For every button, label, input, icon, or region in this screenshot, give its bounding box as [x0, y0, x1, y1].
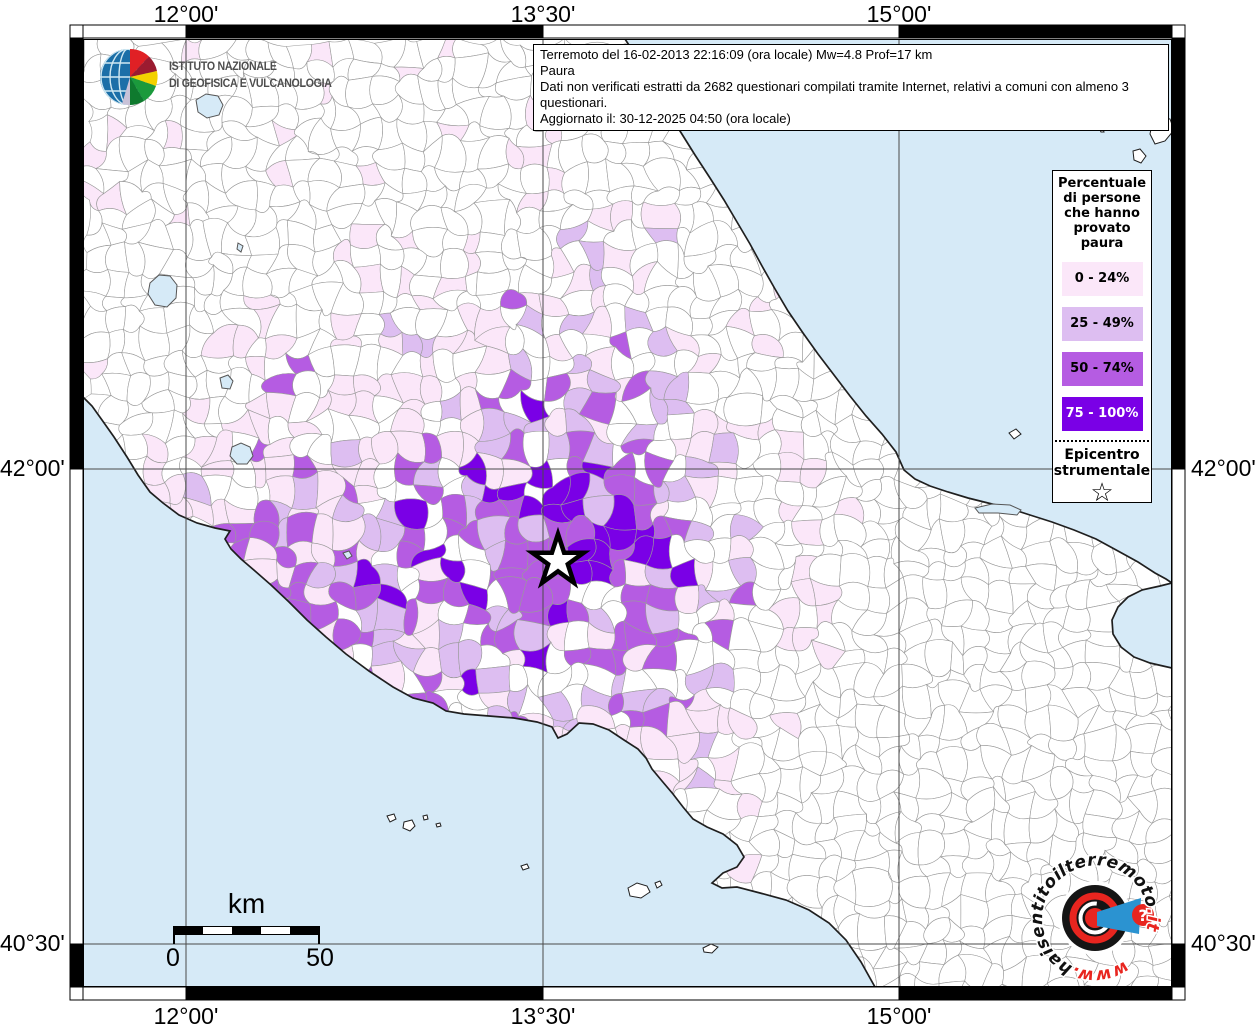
longitude-label-bottom-3: 15°00'	[866, 1003, 932, 1024]
ingv-logo: ISTITUTO NAZIONALE DI GEOFISICA E VULCAN…	[97, 44, 427, 112]
title-line-source: Dati non verificati estratti da 2682 que…	[540, 79, 1129, 110]
scale-segment	[261, 927, 290, 934]
legend-class-1: 25 - 49%	[1061, 307, 1143, 341]
latitude-label-left-2: 40°30'	[0, 930, 65, 956]
title-line-event: Terremoto del 16-02-2013 22:16:09 (ora l…	[540, 47, 933, 62]
legend-title: Percentuale di persone che hanno provato…	[1057, 176, 1147, 251]
longitude-label-bottom-2: 13°30'	[510, 1003, 576, 1024]
scale-label-start: 0	[166, 944, 180, 972]
legend-class-2: 50 - 74%	[1061, 352, 1143, 386]
question-mark-icon: ?	[1138, 906, 1147, 925]
title-box: Terremoto del 16-02-2013 22:16:09 (ora l…	[533, 44, 1169, 131]
scale-bar: km 0 50	[150, 888, 350, 978]
latitude-label-left-1: 42°00'	[0, 455, 65, 481]
ingv-logo-line1: ISTITUTO NAZIONALE	[169, 59, 277, 73]
coastline	[83, 39, 1172, 987]
scale-bar-unit: km	[227, 888, 266, 919]
map-frame	[69, 24, 1186, 1001]
scale-bar-segments	[173, 926, 320, 935]
scale-segment	[232, 927, 261, 934]
ingv-globe-icon	[100, 49, 158, 106]
scale-segment	[203, 927, 232, 934]
legend-epicenter-label: Epicentro strumentale	[1053, 447, 1151, 479]
latitude-label-right-1: 42°00'	[1191, 455, 1255, 481]
longitude-label-top-2: 13°30'	[510, 1, 576, 27]
ingv-logo-line2: DI GEOFISICA E VULCANOLOGIA	[169, 76, 332, 90]
scale-tick-start	[173, 935, 175, 944]
latitude-label-right-2: 40°30'	[1191, 930, 1255, 956]
scale-tick-end	[318, 935, 320, 944]
legend-divider	[1055, 440, 1149, 442]
scale-segment	[174, 927, 203, 934]
epicenter-star	[525, 526, 591, 589]
graticule	[83, 39, 1172, 987]
lakes	[147, 93, 1022, 560]
scale-segment	[290, 927, 319, 934]
longitude-label-top-1: 12°00'	[153, 1, 219, 27]
legend-class-3: 75 - 100%	[1061, 397, 1143, 431]
title-line-updated: Aggiornato il: 30-12-2025 04:50 (ora loc…	[540, 111, 791, 126]
legend-class-0: 0 - 24%	[1061, 262, 1143, 296]
star-icon: ☆	[1090, 478, 1114, 508]
title-line-metric: Paura	[540, 63, 575, 78]
ingv-logo-text: ISTITUTO NAZIONALE DI GEOFISICA E VULCAN…	[169, 58, 332, 92]
legend: Percentuale di persone che hanno provato…	[1052, 170, 1152, 508]
longitude-label-top-3: 15°00'	[866, 1, 932, 27]
scale-label-end: 50	[306, 944, 334, 972]
longitude-label-bottom-1: 12°00'	[153, 1003, 219, 1024]
